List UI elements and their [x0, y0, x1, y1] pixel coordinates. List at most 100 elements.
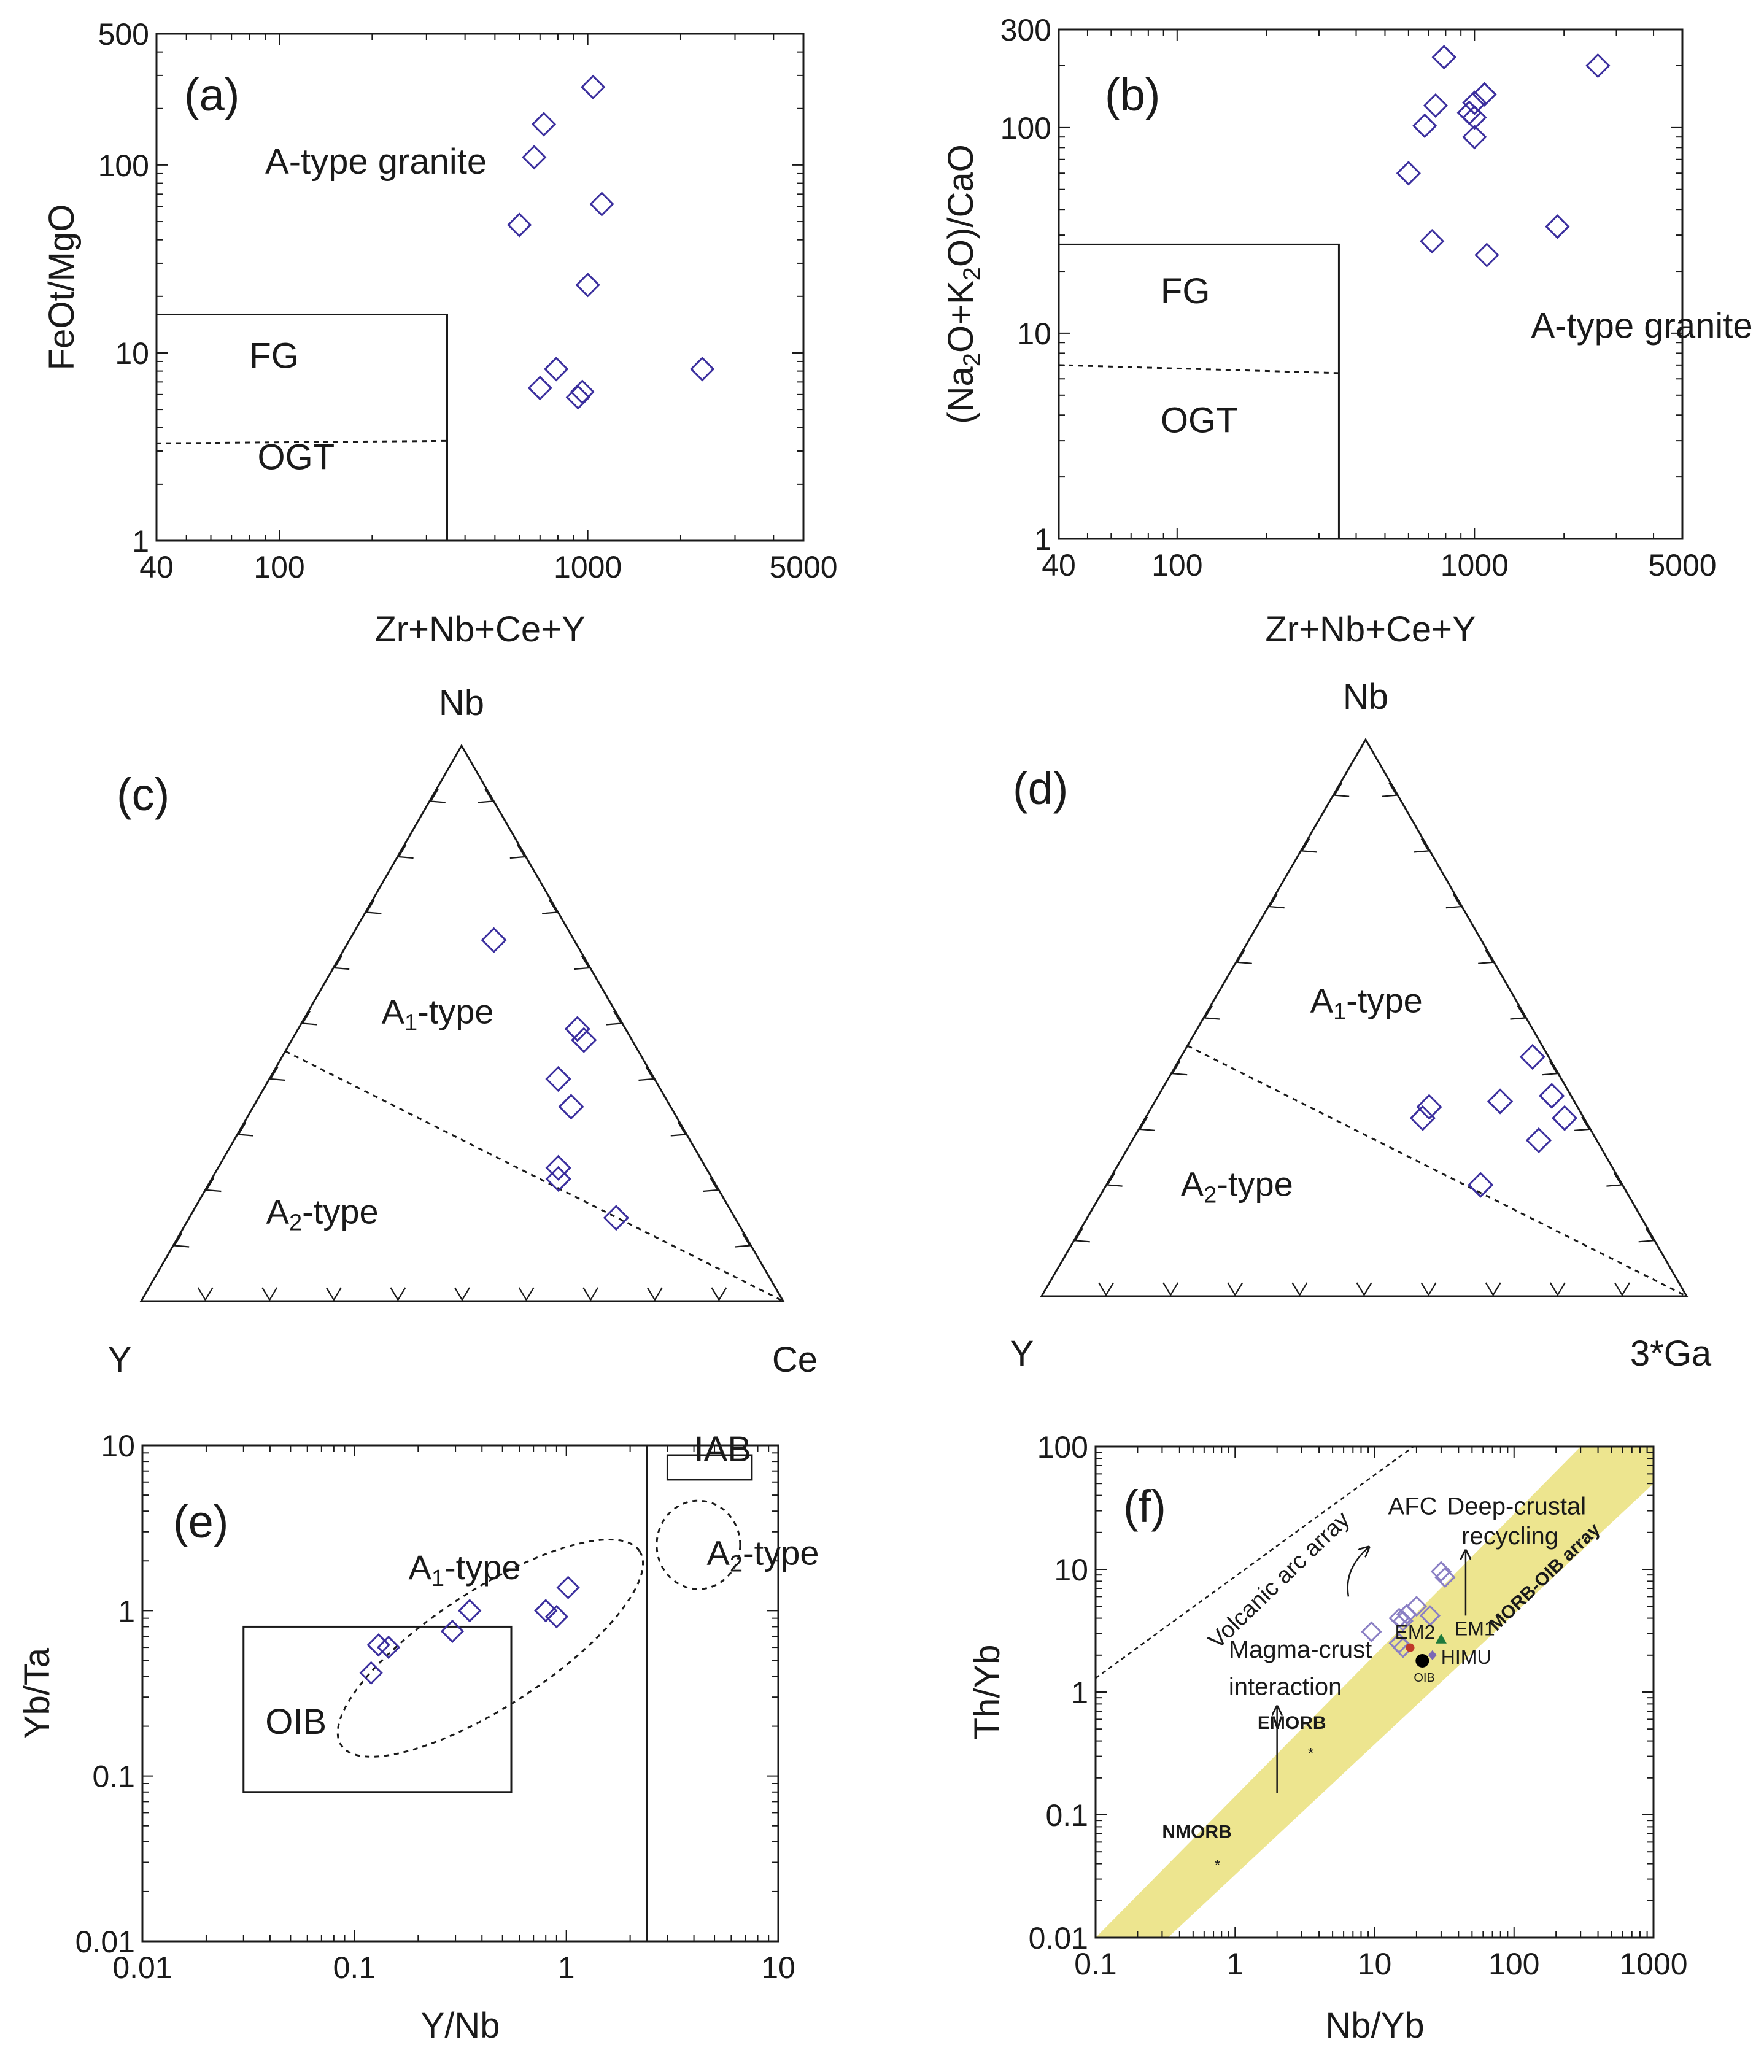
c-sample-point	[481, 927, 507, 953]
panel-e-xlabel: Y/Nb	[421, 2006, 500, 2046]
panel-f-label: (f)	[1123, 1481, 1166, 1532]
panel-b-ylabel: (Na2O+K2O)/CaO	[941, 144, 986, 423]
d-region-label: A1-type	[1310, 981, 1423, 1024]
b-sample-point	[1412, 113, 1437, 139]
d-tick-base	[1162, 1282, 1179, 1297]
d-a1-a2-divider	[1186, 1045, 1687, 1297]
panel-f-reference-points: EM2 EM1 HIMU OIB * *	[1215, 1618, 1495, 1874]
d-tick-base	[1291, 1282, 1308, 1297]
panel-c-divider	[285, 1050, 784, 1302]
b-sample-point	[1545, 214, 1570, 239]
panel-d-ticks	[1073, 783, 1655, 1297]
b-ytick-label: 1	[1034, 522, 1051, 557]
panel-c-label: (c)	[117, 769, 169, 820]
f-xtick-label: 0.1	[1074, 1947, 1117, 1981]
f-xtick-label: 10	[1358, 1947, 1392, 1981]
f-em2-label: EM2	[1395, 1622, 1436, 1644]
d-tick-left	[1301, 838, 1317, 853]
d-sample-point	[1487, 1088, 1514, 1115]
f-sample-point	[1419, 1605, 1441, 1626]
a-region-label: OGT	[258, 438, 335, 477]
f-ytick-label: 100	[1037, 1430, 1088, 1464]
panel-c-data-points	[481, 927, 630, 1231]
panel-b-label: (b)	[1105, 69, 1160, 120]
panel-e-tick-labels: 0.01 0.1 1 10 0.01 0.1 1 10	[75, 1429, 795, 1985]
f-nmorb-label: NMORB	[1162, 1822, 1231, 1842]
f-sample-point	[1406, 1596, 1428, 1617]
d-region-label-sub: 1	[1333, 999, 1346, 1024]
f-deep-crustal-label-line-1: Deep-crustal	[1447, 1493, 1586, 1520]
c-region-label: A2-type	[266, 1192, 379, 1235]
e-region-label: A2-type	[707, 1533, 819, 1577]
d-sample-point	[1468, 1172, 1494, 1198]
f-emorb-marker: *	[1308, 1745, 1313, 1762]
panel-c-apex-left: Y	[108, 1340, 132, 1380]
d-region-label: A2-type	[1181, 1165, 1293, 1208]
e-region-label: A1-type	[408, 1548, 520, 1591]
d-region-label-tail: -type	[1217, 1165, 1293, 1204]
panel-b-xlabel: Zr+Nb+Ce+Y	[1265, 609, 1476, 649]
e-ytick-label: 0.1	[92, 1760, 135, 1794]
d-sample-point	[1409, 1105, 1436, 1131]
c-sample-point	[564, 1016, 590, 1042]
c-tick-base	[454, 1287, 470, 1302]
a-sample-point	[690, 357, 715, 382]
c-sample-point	[558, 1094, 584, 1120]
c-tick-right	[478, 788, 494, 803]
panel-b-ylabel-part-3: O)/CaO	[941, 144, 981, 267]
e-xtick-label: 0.01	[112, 1950, 172, 1985]
d-tick-right	[1478, 949, 1495, 964]
e-a1-field	[336, 1538, 644, 1758]
d-tick-left	[1204, 1005, 1220, 1020]
d-tick-left	[1236, 949, 1252, 964]
c-a1-a2-divider	[285, 1050, 784, 1302]
panel-a-ticks	[156, 33, 804, 541]
b-region-label: A-type granite	[1531, 306, 1753, 346]
b-sample-point	[1462, 90, 1487, 115]
a-ytick-label: 500	[98, 17, 149, 52]
f-ytick-label: 1	[1071, 1676, 1088, 1710]
a-fg-ogt-box	[155, 313, 448, 542]
panel-f-ticks	[1095, 1446, 1654, 1938]
panel-a-ylabel: FeOt/MgO	[42, 204, 82, 371]
panel-b-ylabel-part-1: (Na	[941, 366, 981, 424]
d-sample-point	[1539, 1083, 1565, 1109]
f-sample-point	[1430, 1561, 1452, 1582]
d-tick-left	[1139, 1116, 1155, 1131]
a-sample-point	[565, 385, 590, 410]
d-tick-base	[1549, 1282, 1566, 1297]
c-tick-base	[390, 1287, 406, 1302]
panel-e-ticks	[142, 1445, 779, 1942]
d-tick-base	[1227, 1282, 1244, 1297]
a-sample-point	[527, 376, 552, 401]
a-sample-point	[589, 191, 614, 217]
d-tick-base	[1098, 1282, 1115, 1297]
c-sample-point	[545, 1154, 571, 1181]
c-tick-left	[205, 1177, 222, 1193]
b-xtick-label: 5000	[1648, 548, 1716, 582]
a-region-label: FG	[249, 336, 299, 376]
panel-a-xlabel: Zr+Nb+Ce+Y	[374, 609, 585, 649]
a-sample-point	[575, 273, 600, 298]
panel-a-data-points	[507, 74, 715, 410]
panel-e-label: (e)	[173, 1496, 228, 1547]
c-tick-left	[365, 899, 382, 914]
e-sample-point	[366, 1633, 390, 1657]
d-region-label-tail: -type	[1346, 981, 1423, 1019]
d-tick-right	[1445, 894, 1462, 909]
b-sample-point	[1585, 53, 1611, 79]
d-tick-base	[1356, 1282, 1372, 1297]
panel-d-divider	[1186, 1045, 1687, 1297]
c-tick-base	[518, 1287, 535, 1302]
panel-a-frame	[155, 33, 805, 542]
f-oib-marker	[1415, 1653, 1429, 1668]
c-tick-left	[397, 844, 414, 859]
f-xtick-label: 1000	[1619, 1947, 1687, 1981]
e-region-label: OIB	[265, 1702, 327, 1742]
e-region-label-sub: 1	[431, 1566, 444, 1591]
c-tick-base	[646, 1287, 663, 1302]
e-xtick-label: 10	[761, 1950, 795, 1985]
c-sample-point	[603, 1205, 630, 1231]
e-sample-point	[556, 1575, 580, 1599]
b-sample-point	[1472, 82, 1497, 107]
